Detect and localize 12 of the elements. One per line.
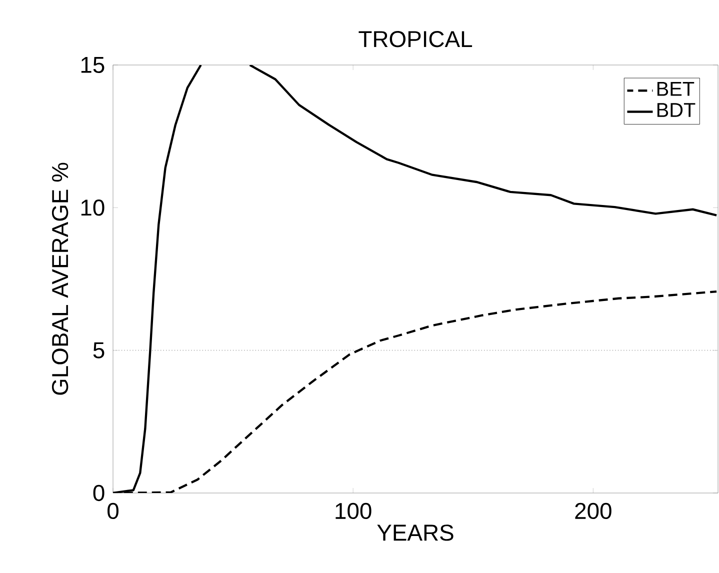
chart-title: TROPICAL [358, 30, 472, 48]
y-tick-label: 10 [81, 200, 104, 216]
y-tick-label: 0 [93, 484, 104, 502]
x-axis-title: YEARS [377, 524, 454, 541]
y-axis-title: GLOBAL AVERAGE % [52, 162, 68, 395]
y-tick-label: 5 [93, 342, 104, 358]
y-tick-label: 15 [81, 57, 104, 73]
x-tick-label: 100 [336, 502, 372, 520]
x-tick-label: 0 [108, 502, 118, 520]
legend-label: BDT [657, 103, 696, 117]
x-tick-label: 200 [575, 502, 612, 520]
legend-label: BET [657, 82, 694, 96]
